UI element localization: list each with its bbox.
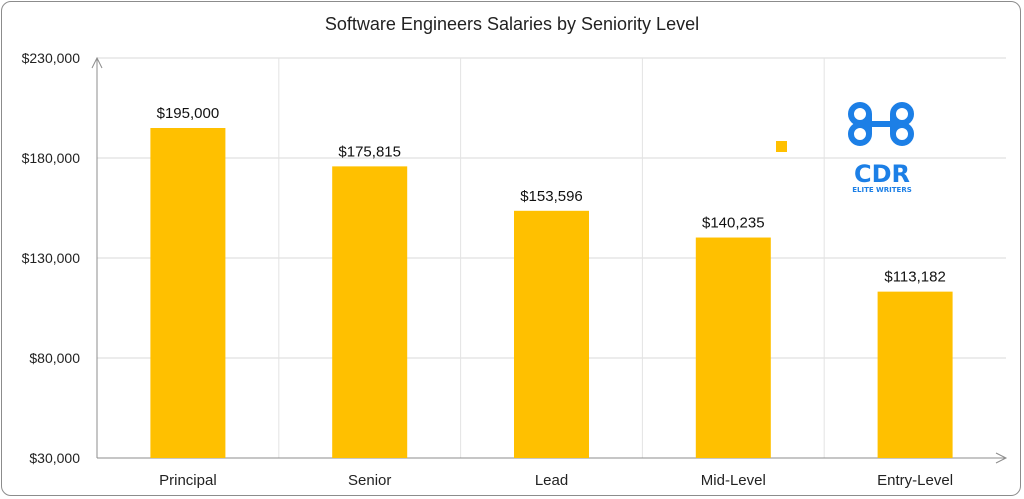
y-tick-label: $80,000 xyxy=(29,350,80,366)
data-label: $175,815 xyxy=(338,143,401,160)
x-tick-label: Senior xyxy=(348,472,391,489)
legend-marker xyxy=(776,141,787,152)
bar-senior xyxy=(332,166,408,458)
x-tick-label: Lead xyxy=(535,472,568,489)
logo-subtext: ELITE WRITERS xyxy=(852,186,912,194)
bar-principal xyxy=(150,128,226,458)
data-label: $113,182 xyxy=(884,269,945,286)
gridlines xyxy=(97,57,1006,458)
x-tick-labels: Principal Senior Lead Mid-Level Entry-Level xyxy=(159,472,953,489)
y-tick-label: $230,000 xyxy=(22,50,81,66)
x-tick-label: Principal xyxy=(159,472,217,489)
x-tick-label: Entry-Level xyxy=(877,472,953,489)
data-label: $195,000 xyxy=(157,105,220,122)
y-axis-arrow xyxy=(91,56,103,69)
data-label: $140,235 xyxy=(702,215,765,232)
data-label: $153,596 xyxy=(520,188,583,205)
x-tick-label: Mid-Level xyxy=(701,472,766,489)
logo-text: CDR xyxy=(854,160,910,188)
bar-lead xyxy=(514,210,589,458)
bars xyxy=(150,128,953,458)
cdr-logo-emblem xyxy=(848,102,914,146)
y-tick-label: $130,000 xyxy=(22,250,81,266)
y-tick-labels: $30,000 $80,000 $130,000 $180,000 $230,000 xyxy=(22,50,81,466)
y-tick-label: $180,000 xyxy=(22,150,81,166)
data-labels: $195,000 $175,815 $153,596 $140,235 $113,182 xyxy=(157,105,946,286)
bar-entry-level xyxy=(877,291,953,458)
y-tick-label: $30,000 xyxy=(29,450,80,466)
chart-title: Software Engineers Salaries by Seniority… xyxy=(325,14,699,34)
x-axis-arrow xyxy=(995,452,1008,464)
bar-mid-level xyxy=(695,237,771,458)
cdr-logo: CDR ELITE WRITERS xyxy=(848,102,914,194)
